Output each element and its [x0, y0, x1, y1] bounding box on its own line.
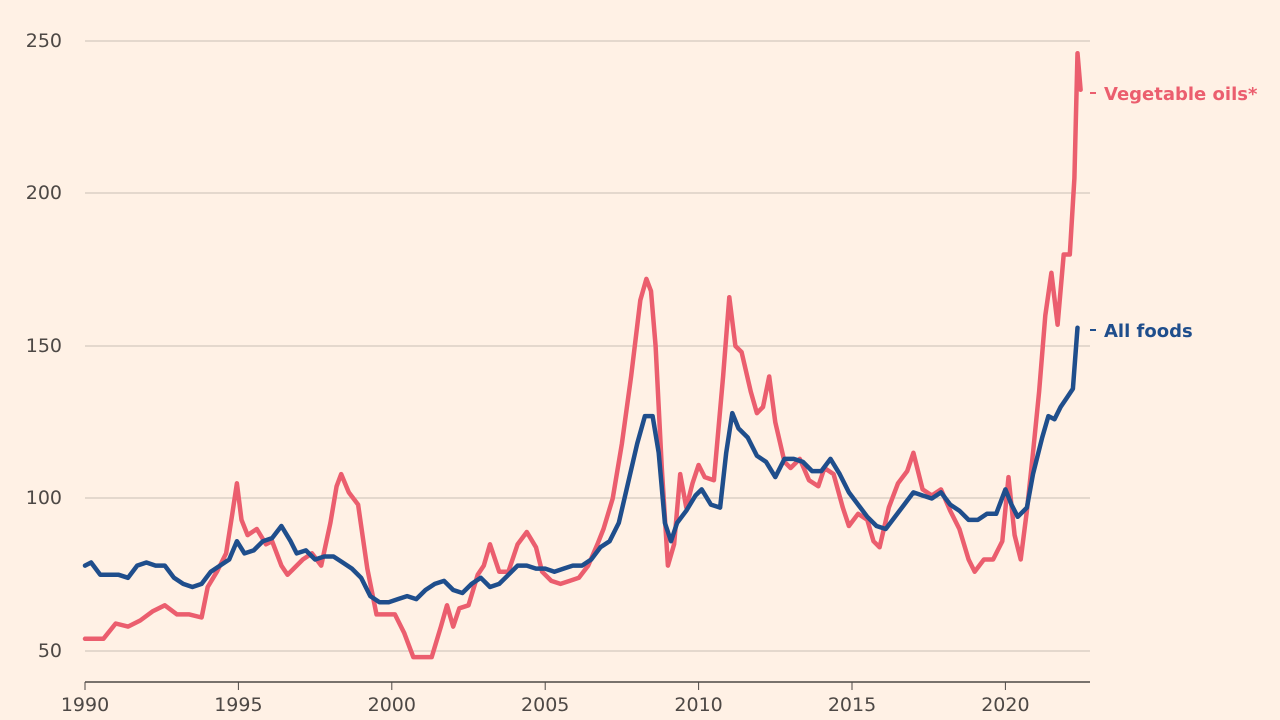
y-axis: 250 200 150 100 50: [26, 30, 62, 662]
y-tick-label: 100: [26, 487, 62, 509]
x-tick-label: 2015: [828, 694, 876, 716]
series-labels: Vegetable oils* All foods: [1090, 84, 1258, 342]
x-tick-label: 2005: [521, 694, 569, 716]
y-tick-label: 200: [26, 182, 62, 204]
vegetable-oils-line: [82, 50, 1083, 660]
vegetable-oils-label: Vegetable oils*: [1104, 84, 1258, 105]
x-tick-label: 2020: [981, 694, 1029, 716]
all-foods-line: [82, 325, 1080, 605]
x-tick-label: 1995: [214, 694, 262, 716]
x-tick-label: 2000: [368, 694, 416, 716]
gridlines: [85, 40, 1090, 652]
x-tick-label: 1990: [61, 694, 109, 716]
series-layer: [82, 50, 1083, 660]
all-foods-label: All foods: [1104, 321, 1193, 342]
x-axis: 1990 1995 2000 2005 2010 2015 2020: [61, 682, 1030, 716]
y-tick-label: 150: [26, 335, 62, 357]
y-tick-label: 50: [38, 640, 62, 662]
y-tick-label: 250: [26, 30, 62, 52]
x-tick-label: 2010: [674, 694, 722, 716]
